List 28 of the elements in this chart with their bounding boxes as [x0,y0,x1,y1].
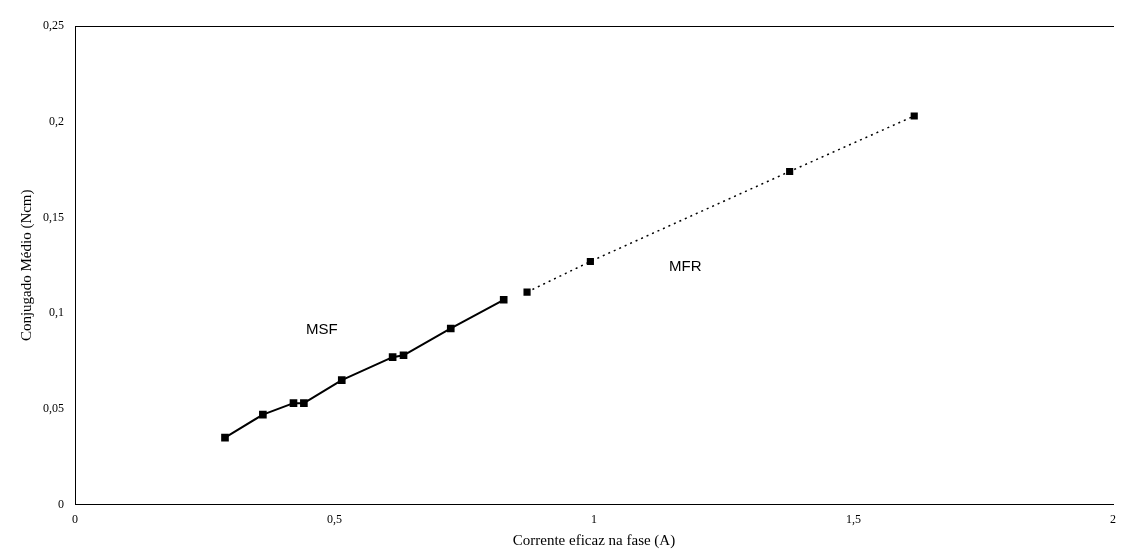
point [289,399,298,407]
x-tick-label: 1,5 [846,511,861,526]
point [399,351,408,360]
series-label: MFR [669,256,702,274]
y-tick-label: 0,15 [43,209,64,224]
point [446,324,455,333]
x-tick-label: 0,5 [327,511,342,526]
y-tick-label: 0,2 [49,113,64,128]
point [388,353,397,362]
x-tick-label: 1 [591,511,597,526]
point [786,167,794,176]
x-tick-label: 0 [72,511,78,526]
point [586,257,594,266]
point [499,295,508,304]
point [300,399,308,407]
point [221,433,229,442]
text: MSF [305,320,338,338]
x-tick-label: 2 [1110,511,1116,526]
y-tick-label: 0,05 [43,401,64,416]
y-tick-label: 0,1 [49,305,64,320]
point [337,376,346,384]
y-tick-label: 0 [58,496,64,511]
point [259,410,267,419]
y-tick-label: 0,25 [43,18,64,33]
point [910,112,918,120]
point [523,288,531,296]
x-axis-title: Corrente eficaz na fase (A) [512,531,676,549]
y-axis-title: Conjugado Médio (Ncm) [17,189,35,342]
